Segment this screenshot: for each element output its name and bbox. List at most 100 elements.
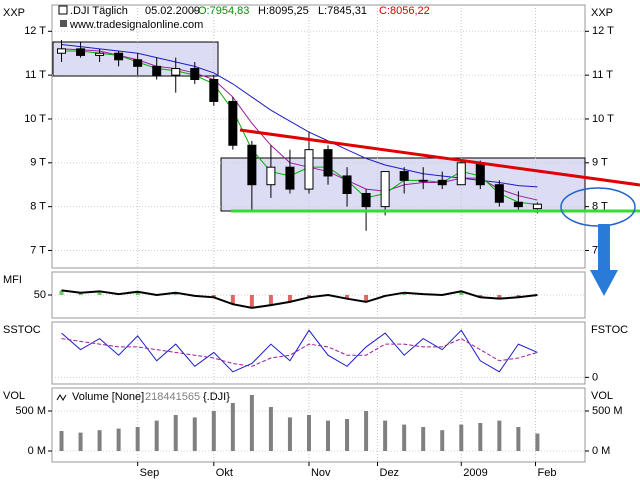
volume-bar [306,415,311,451]
volume-bar [78,432,83,451]
watermark: www.tradesignalonline.com [69,19,203,31]
y-tick-label: 11 T [592,69,613,81]
volume-symbol: {.DJI} [203,391,230,403]
indicator-line [61,289,538,309]
volume-bar [230,403,235,451]
x-tick-label: Okt [216,467,233,479]
symbol-title: .DJI Täglich [70,5,128,17]
volume-bar [459,424,464,451]
volume-bar [326,420,331,451]
trend-line [239,128,640,187]
volume-bar [59,431,64,451]
candle-body [171,68,181,76]
date: 05.02.2009 [145,5,200,17]
x-tick-label: Feb [538,467,557,479]
separator: - [192,5,196,17]
volume-bar [211,411,216,451]
y-tick-label: 12 T [592,25,614,37]
candle-body [57,48,67,54]
volume-title: Volume [None] [72,391,144,403]
candle-body [361,192,371,208]
volume-bar [364,411,369,451]
candle-body [152,65,162,76]
logo-icon [60,20,67,27]
panel-label: XXP [3,7,25,19]
ohlc-value: L:7845,31 [318,5,367,17]
volume-icon [56,394,67,401]
volume-bar [287,417,292,451]
candle-body [475,162,485,186]
candle-body [285,166,295,190]
candle-body [342,175,352,194]
candle-body [437,179,447,186]
candle-body [228,100,238,146]
y-tick-label: 11 T [25,69,46,81]
volume-bar [116,428,121,451]
candle-body [494,184,504,203]
y-tick-label: 9 T [30,157,46,169]
y-tick-label: 12 T [24,25,46,37]
checkbox[interactable] [58,5,68,15]
volume-bar [135,427,140,451]
panel-label: VOL [3,390,25,402]
candle-body [133,59,143,67]
volume-bar [421,427,426,451]
y-tick-label: 10 T [592,113,614,125]
candle-body [95,52,105,56]
x-tick-label: Nov [311,467,331,479]
y-tick-label: 7 T [30,244,46,256]
volume-bar [497,420,502,451]
y-tick-label: 0 M [592,445,610,457]
candle-body [247,144,257,186]
volume-bar [383,420,388,451]
candle-body [399,171,409,181]
volume-bar [97,430,102,451]
x-tick-label: Dez [380,467,400,479]
volume-bar [173,415,178,451]
x-tick-label: 2009 [463,467,487,479]
y-tick-label: 0 [592,371,598,383]
y-tick-label: 0 M [28,445,46,457]
panel-label: XXP [591,7,613,19]
candle-body [323,149,333,177]
ohlc-value: C:8056,22 [379,5,430,17]
volume-bar [516,427,521,451]
y-tick-label: 10 T [24,113,46,125]
indicator-line [61,329,538,373]
range-box [220,157,586,212]
candle-body [304,149,314,190]
last-volume: 218441565 [145,391,200,403]
candle-body [532,203,542,210]
candle-body [513,201,523,208]
volume-bar [154,420,159,451]
volume-bar [268,407,273,451]
ohlc-value: H:8095,25 [258,5,309,17]
y-tick-label: 50 [34,289,46,301]
volume-bar [192,417,197,451]
y-tick-label: 500 M [15,405,46,417]
volume-bar [345,419,350,451]
x-tick-label: Sep [140,467,160,479]
volume-bar [402,424,407,451]
candle-body [266,166,276,186]
panel-label: FSTOC [591,324,628,336]
panel-label: MFI [3,274,22,286]
candle-body [209,79,219,102]
y-tick-label: 8 T [30,201,46,213]
candle-body [456,162,466,186]
down-arrow [590,224,618,296]
indicator-line [61,338,538,367]
candle-body [114,52,124,61]
ohlc-value: O:7954,83 [198,5,249,17]
candle-body [380,171,390,208]
volume-bar [535,433,540,451]
volume-bar [478,423,483,451]
panel-label: VOL [591,390,613,402]
candle-body [190,68,200,81]
panel-label: SSTOC [3,324,41,336]
volume-bar [440,430,445,451]
candle-body [76,48,86,56]
candle-body [418,179,428,182]
